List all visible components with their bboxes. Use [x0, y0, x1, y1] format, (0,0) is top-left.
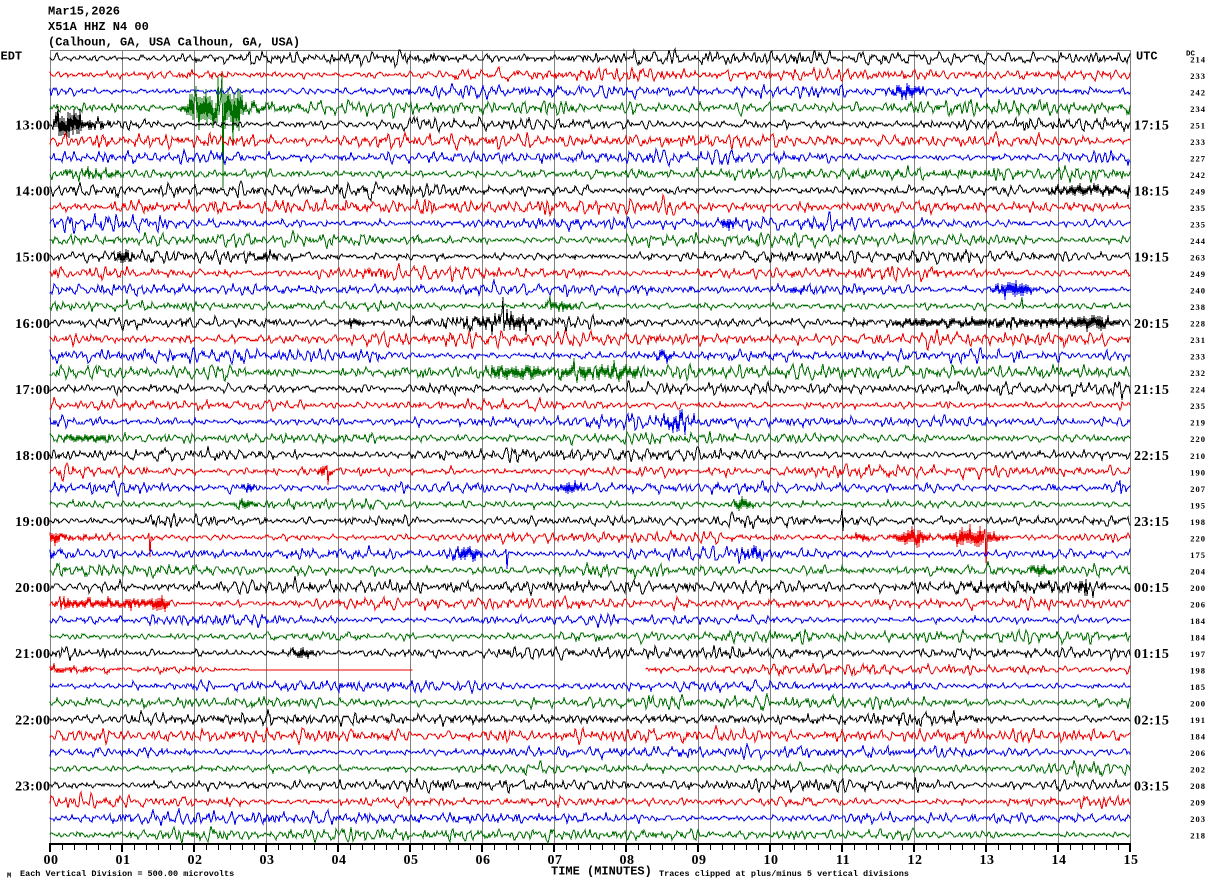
- svg-text:08: 08: [619, 853, 634, 868]
- svg-text:(Calhoun, GA, USA Calhoun, GA,: (Calhoun, GA, USA Calhoun, GA, USA): [48, 36, 300, 50]
- svg-text:198: 198: [1190, 666, 1206, 676]
- svg-text:175: 175: [1190, 550, 1206, 560]
- svg-text:14:00: 14:00: [15, 185, 50, 200]
- svg-text:242: 242: [1190, 170, 1206, 180]
- svg-text:02:15: 02:15: [1134, 713, 1169, 728]
- svg-text:207: 207: [1190, 484, 1206, 494]
- svg-text:11: 11: [836, 853, 850, 868]
- svg-text:234: 234: [1190, 104, 1206, 114]
- svg-text:01: 01: [115, 853, 130, 868]
- svg-text:13:00: 13:00: [15, 119, 50, 134]
- svg-text:22:15: 22:15: [1134, 449, 1169, 464]
- svg-text:206: 206: [1190, 599, 1206, 609]
- svg-text:20:00: 20:00: [15, 581, 50, 596]
- svg-text:249: 249: [1190, 186, 1206, 196]
- svg-text:244: 244: [1190, 236, 1206, 246]
- svg-text:02: 02: [187, 853, 202, 868]
- svg-text:23:00: 23:00: [15, 779, 50, 794]
- svg-text:X51A HHZ N4 00: X51A HHZ N4 00: [48, 20, 149, 34]
- svg-text:224: 224: [1190, 385, 1206, 395]
- svg-text:M: M: [7, 873, 11, 881]
- svg-text:03:15: 03:15: [1134, 779, 1169, 794]
- svg-text:DC: DC: [1186, 51, 1196, 59]
- svg-text:10: 10: [763, 853, 778, 868]
- svg-text:206: 206: [1190, 748, 1206, 758]
- svg-text:191: 191: [1190, 715, 1206, 725]
- svg-text:17:00: 17:00: [15, 383, 50, 398]
- svg-text:21:00: 21:00: [15, 647, 50, 662]
- svg-text:220: 220: [1190, 533, 1206, 543]
- svg-text:208: 208: [1190, 781, 1206, 791]
- svg-text:232: 232: [1190, 368, 1206, 378]
- svg-text:218: 218: [1190, 831, 1206, 841]
- svg-text:EDT: EDT: [1, 50, 23, 64]
- svg-text:195: 195: [1190, 500, 1206, 510]
- svg-text:TIME (MINUTES): TIME (MINUTES): [551, 865, 652, 879]
- svg-text:06: 06: [475, 853, 490, 868]
- svg-text:17:15: 17:15: [1134, 119, 1169, 134]
- svg-text:03: 03: [259, 853, 274, 868]
- svg-text:197: 197: [1190, 649, 1206, 659]
- svg-text:233: 233: [1190, 71, 1206, 81]
- svg-text:Each Vertical Division = 500.: Each Vertical Division = 500.00 microvol…: [20, 869, 234, 879]
- svg-text:198: 198: [1190, 517, 1206, 527]
- svg-text:235: 235: [1190, 219, 1206, 229]
- svg-text:219: 219: [1190, 418, 1206, 428]
- svg-text:20:15: 20:15: [1134, 317, 1169, 332]
- svg-text:01:15: 01:15: [1134, 647, 1169, 662]
- svg-text:14: 14: [1051, 853, 1066, 868]
- svg-text:184: 184: [1190, 616, 1206, 626]
- svg-text:12: 12: [907, 853, 922, 868]
- svg-text:19:15: 19:15: [1134, 251, 1169, 266]
- svg-text:184: 184: [1190, 632, 1206, 642]
- svg-text:13: 13: [979, 853, 994, 868]
- svg-text:204: 204: [1190, 566, 1206, 576]
- svg-text:214: 214: [1190, 54, 1206, 64]
- svg-text:09: 09: [691, 853, 706, 868]
- svg-text:235: 235: [1190, 401, 1206, 411]
- svg-text:210: 210: [1190, 451, 1206, 461]
- svg-text:15:00: 15:00: [15, 251, 50, 266]
- svg-text:203: 203: [1190, 814, 1206, 824]
- svg-text:23:15: 23:15: [1134, 515, 1169, 530]
- svg-text:238: 238: [1190, 302, 1206, 312]
- svg-text:UTC: UTC: [1136, 50, 1158, 64]
- svg-text:18:00: 18:00: [15, 449, 50, 464]
- svg-text:190: 190: [1190, 467, 1206, 477]
- svg-text:242: 242: [1190, 87, 1206, 97]
- svg-text:Traces clipped at plus/minus 5: Traces clipped at plus/minus 5 vertical …: [659, 869, 909, 879]
- svg-text:07: 07: [547, 853, 562, 868]
- svg-text:249: 249: [1190, 269, 1206, 279]
- svg-text:202: 202: [1190, 765, 1206, 775]
- svg-text:21:15: 21:15: [1134, 383, 1169, 398]
- svg-text:227: 227: [1190, 153, 1206, 163]
- svg-text:233: 233: [1190, 352, 1206, 362]
- svg-text:231: 231: [1190, 335, 1206, 345]
- svg-text:263: 263: [1190, 253, 1206, 263]
- svg-text:Mar15,2026: Mar15,2026: [48, 5, 120, 19]
- svg-text:00: 00: [43, 853, 58, 868]
- svg-text:22:00: 22:00: [15, 713, 50, 728]
- svg-text:200: 200: [1190, 583, 1206, 593]
- svg-text:209: 209: [1190, 798, 1206, 808]
- svg-text:240: 240: [1190, 286, 1206, 296]
- svg-text:233: 233: [1190, 137, 1206, 147]
- svg-text:18:15: 18:15: [1134, 185, 1169, 200]
- svg-text:251: 251: [1190, 120, 1206, 130]
- svg-text:05: 05: [403, 853, 418, 868]
- svg-text:228: 228: [1190, 319, 1206, 329]
- svg-text:00:15: 00:15: [1134, 581, 1169, 596]
- svg-text:235: 235: [1190, 203, 1206, 213]
- svg-text:185: 185: [1190, 682, 1206, 692]
- svg-text:19:00: 19:00: [15, 515, 50, 530]
- svg-text:04: 04: [331, 853, 346, 868]
- svg-text:200: 200: [1190, 699, 1206, 709]
- svg-text:220: 220: [1190, 434, 1206, 444]
- svg-text:15: 15: [1123, 853, 1138, 868]
- svg-text:16:00: 16:00: [15, 317, 50, 332]
- svg-text:184: 184: [1190, 732, 1206, 742]
